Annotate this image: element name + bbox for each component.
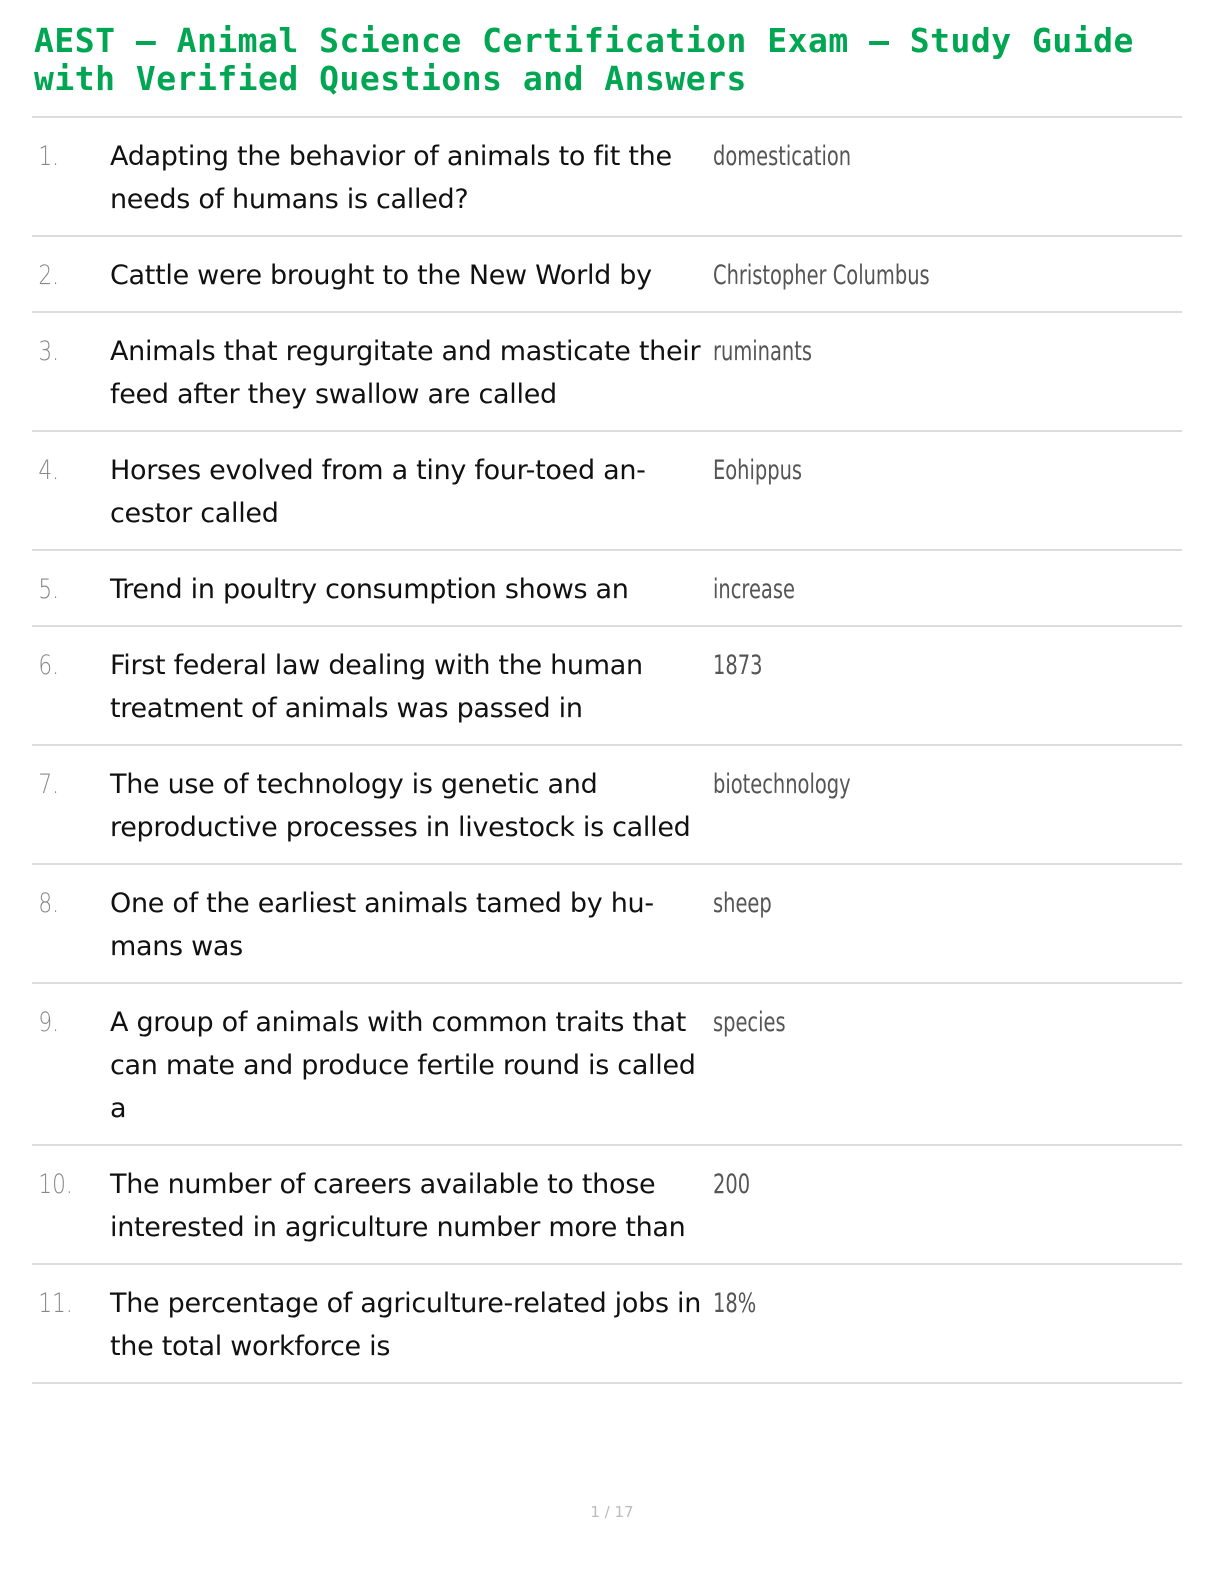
question-text: Animals that regurgitate and masticate t… xyxy=(110,336,701,410)
question-text: The use of technology is genetic and rep… xyxy=(110,769,691,843)
question-text: One of the earliest animals tamed by hu­… xyxy=(110,888,655,962)
answer-text: Christopher Columbus xyxy=(713,260,930,291)
question-number: 9. xyxy=(38,1007,60,1038)
qa-row: 2. Cattle were brought to the New World b… xyxy=(32,237,1182,313)
question-text: The percentage of agriculture-related jo… xyxy=(110,1288,702,1362)
question-number: 11. xyxy=(38,1288,73,1319)
qa-row: 9. A group of animals with common traits … xyxy=(32,984,1182,1146)
answer-text: species xyxy=(713,1007,786,1038)
question-number: 2. xyxy=(38,260,60,291)
question-number: 5. xyxy=(38,574,60,605)
answer-text: 1873 xyxy=(713,650,763,681)
qa-row: 3. Animals that regurgitate and masticate… xyxy=(32,313,1182,432)
answer-text: sheep xyxy=(713,888,772,919)
qa-row: 6. First federal law dealing with the hum… xyxy=(32,627,1182,746)
answer-text: domestication xyxy=(713,141,852,172)
question-number: 6. xyxy=(38,650,60,681)
answer-text: 200 xyxy=(713,1169,751,1200)
question-text: A group of animals with common traits th… xyxy=(110,1007,696,1124)
answer-text: Eohippus xyxy=(713,455,803,486)
page-indicator: 1 / 17 xyxy=(590,1503,634,1521)
question-text: Trend in poultry consumption shows an xyxy=(110,574,629,605)
answer-text: increase xyxy=(713,574,795,605)
answer-text: 18% xyxy=(713,1288,757,1319)
qa-row: 11. The percentage of agriculture-related… xyxy=(32,1265,1182,1384)
qa-list: 1. Adapting the behavior of animals to fi… xyxy=(32,116,1182,1384)
document-title: AEST – Animal Science Certification Exam… xyxy=(34,21,1134,98)
question-text: Cattle were brought to the New World by xyxy=(110,260,652,291)
question-text: First federal law dealing with the human… xyxy=(110,650,643,724)
question-number: 7. xyxy=(38,769,60,800)
qa-row: 7. The use of technology is genetic and r… xyxy=(32,746,1182,865)
answer-text: biotechnology xyxy=(713,769,851,800)
question-number: 10. xyxy=(38,1169,73,1200)
qa-row: 4. Horses evolved from a tiny four-toed a… xyxy=(32,432,1182,551)
qa-row: 5. Trend in poultry consumption shows an i… xyxy=(32,551,1182,627)
question-number: 8. xyxy=(38,888,60,919)
qa-row: 1. Adapting the behavior of animals to fi… xyxy=(32,118,1182,237)
answer-text: ruminants xyxy=(713,336,812,367)
question-text: The number of careers available to those… xyxy=(110,1169,686,1243)
question-text: Horses evolved from a tiny four-toed an­… xyxy=(110,455,646,529)
qa-row: 8. One of the earliest animals tamed by h… xyxy=(32,865,1182,984)
question-text: Adapting the behavior of animals to fit … xyxy=(110,141,672,215)
question-number: 3. xyxy=(38,336,60,367)
qa-row: 10. The number of careers available to th… xyxy=(32,1146,1182,1265)
question-number: 4. xyxy=(38,455,60,486)
question-number: 1. xyxy=(38,141,60,172)
